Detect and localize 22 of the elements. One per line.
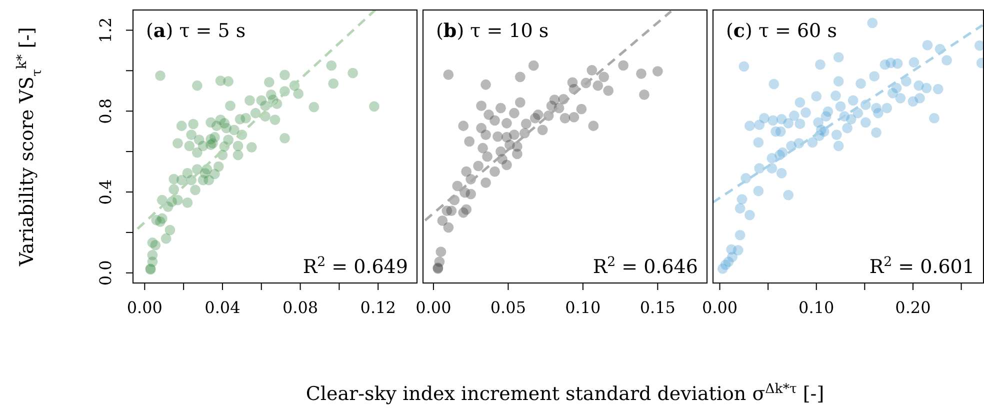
- x-tick-label: 0.20: [895, 298, 931, 317]
- x-tick-label: 0.15: [640, 298, 676, 317]
- y-tick-label: 0.8: [96, 98, 115, 124]
- y-tick-label: 0.0: [96, 260, 115, 286]
- annotation: R$^{2}$ = 0.646: [592, 254, 698, 278]
- text: (a) τ = 5 s: [146, 20, 246, 42]
- x-tick-label: 0.00: [126, 298, 162, 317]
- text: (b) τ = 10 s: [436, 20, 549, 42]
- x-tick-label: 0.08: [282, 298, 318, 317]
- x-tick-label: 0.10: [798, 298, 834, 317]
- annotation: R$^{2}$ = 0.649: [302, 254, 408, 278]
- x-tick-label: 0.00: [702, 298, 738, 317]
- annotation: R$^{2}$ = 0.601: [869, 254, 974, 278]
- text: (c) τ = 60 s: [726, 20, 837, 42]
- x-tick-label: 0.05: [490, 298, 526, 317]
- x-tick-label: 0.00: [416, 298, 452, 317]
- x-tick-label: 0.10: [565, 298, 601, 317]
- y-tick-label: 0.4: [96, 179, 115, 205]
- x-axis-title: Clear-sky index increment standard deviation σ$^{Δk*τ}$ [-]: [306, 382, 824, 405]
- y-tick-label: 1.2: [96, 17, 115, 43]
- x-tick-label: 0.04: [204, 298, 240, 317]
- x-tick-label: 0.12: [360, 298, 396, 317]
